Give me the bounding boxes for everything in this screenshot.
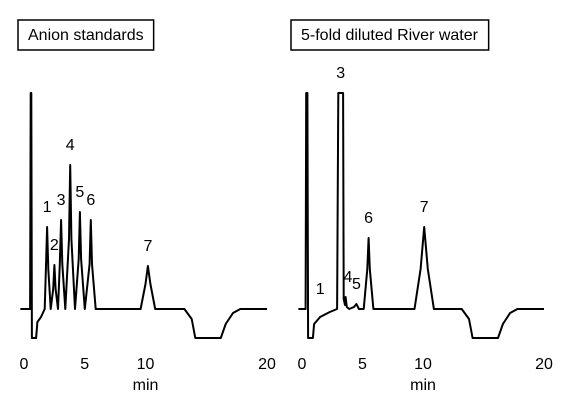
x-tick-label: 20	[258, 356, 276, 373]
peak-label: 5	[75, 184, 84, 201]
peak-label: 1	[316, 281, 325, 298]
peak-label: 6	[86, 192, 95, 209]
x-axis-label: min	[133, 377, 159, 394]
peak-label: 7	[420, 199, 429, 216]
chromatogram-trace	[20, 92, 267, 339]
peak-label: 4	[344, 269, 353, 286]
peak-label: 1	[43, 199, 52, 216]
peak-label: 3	[57, 192, 66, 209]
x-tick-label: 0	[298, 356, 307, 373]
x-tick-label: 20	[535, 356, 553, 373]
x-tick-label: 5	[358, 356, 367, 373]
x-tick-label: 10	[137, 356, 155, 373]
panel-title: 5-fold diluted River water	[301, 27, 479, 44]
peak-label: 6	[364, 210, 373, 227]
x-tick-label: 5	[80, 356, 89, 373]
panel-title: Anion standards	[28, 27, 144, 44]
title-box	[17, 19, 155, 51]
peak-label: 7	[143, 238, 152, 255]
title-box	[290, 19, 490, 51]
peak-label: 2	[50, 237, 59, 254]
peak-label: 4	[66, 137, 75, 154]
x-axis-label: min	[410, 377, 436, 394]
x-tick-label: 10	[414, 356, 432, 373]
chromatogram-trace	[298, 92, 544, 339]
x-tick-label: 0	[20, 356, 29, 373]
peak-label: 5	[352, 276, 361, 293]
peak-label: 3	[336, 65, 345, 82]
